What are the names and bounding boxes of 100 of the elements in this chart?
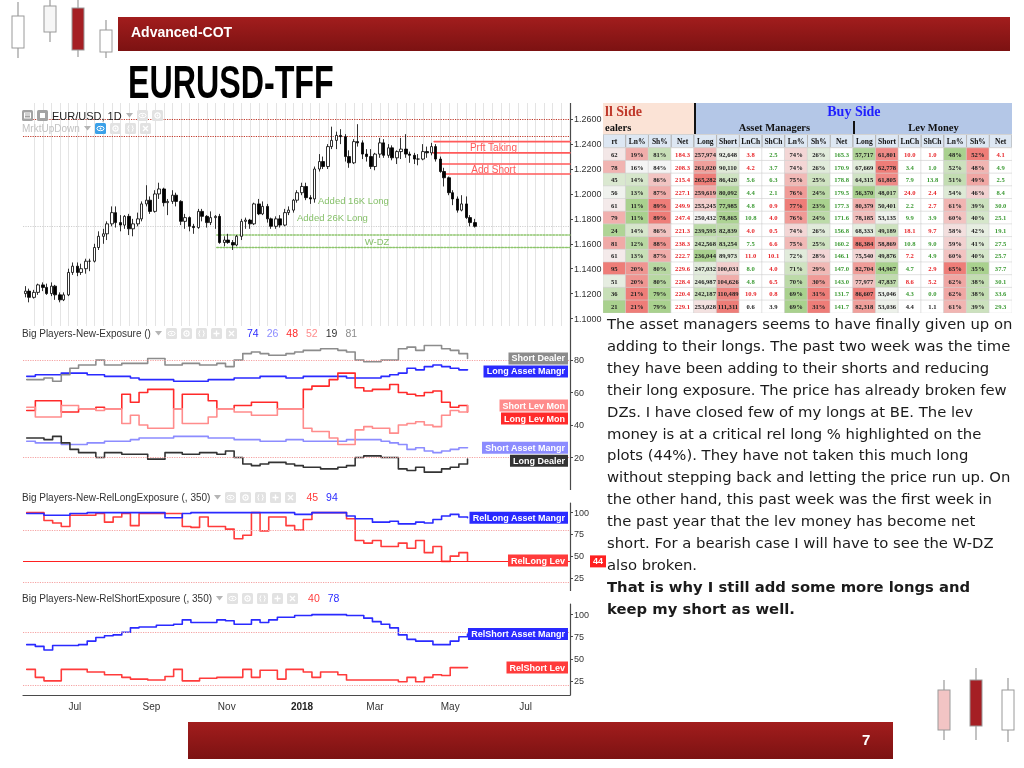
candlestick (88, 258, 91, 272)
candlestick (235, 234, 238, 247)
candlestick (339, 128, 342, 145)
text: Long Asset Mangr (486, 366, 566, 377)
chart-title: Big Players-New-RelShortExposure (, 350) (22, 592, 213, 604)
y-tick-label: 1.1400 (574, 263, 602, 274)
candlestick (421, 143, 425, 161)
annotation: 48 (286, 327, 298, 339)
x-tick-label: Mar (366, 700, 385, 712)
annotation: EUR/USD, 1D (52, 109, 122, 122)
text: Lev Money (852, 121, 1012, 134)
text: The asset managers seems to have finally given up on adding to their longs. The past two week was the time they have been adding to their shorts and reducing their long exposure. The price has already broken few DZs. I have closed few of my longs at BE. The lev money is at a critical rel long % highlighted on the plots (44%). They have not taken this much long without stepping back and letting the price run up. On the other hand, this past week was the first week in the past year that the lev money has become net short. For a bearish case I will have to see the W-DZ also broken. (607, 315, 1013, 573)
candlestick (387, 143, 390, 159)
chart-title: Big Players-New-Exposure () (22, 327, 151, 339)
text: Short Dealer (511, 353, 566, 364)
candlestick (209, 210, 212, 226)
x-tick-label: 2018 (290, 700, 314, 712)
y-tick-label: 50 (574, 551, 585, 562)
candlestick (24, 285, 27, 298)
text: ealers (603, 121, 694, 134)
text: Asset Managers (693, 121, 853, 134)
annotation: Added 16K Long (318, 195, 389, 206)
y-tick-label: 1.2600 (574, 114, 602, 125)
chart-title: Big Players-New-RelLongExposure (, 350) (22, 491, 211, 503)
y-tick-label: 1.2200 (574, 164, 602, 175)
annotation: Add Short (471, 163, 516, 175)
candlestick (62, 291, 65, 302)
y-tick-label: 25 (574, 675, 585, 686)
text: ll Side (603, 103, 694, 121)
annotation: 74 (246, 327, 259, 339)
text: Long Dealer (512, 455, 566, 466)
candlestick (140, 201, 143, 222)
y-tick-label: 1.2400 (574, 139, 602, 150)
text: 7 (862, 731, 871, 749)
y-tick-label: 50 (574, 653, 585, 664)
candlestick (425, 146, 429, 159)
candlestick (318, 153, 321, 172)
candlestick (361, 139, 364, 160)
annotation: Prft Taking (469, 142, 517, 154)
y-tick-label: 60 (574, 387, 585, 398)
y-tick-label: 100 (574, 609, 590, 620)
y-tick-label: 20 (574, 452, 585, 463)
candlestick (313, 166, 316, 204)
annotation: 52 (306, 327, 318, 339)
series-label: Short Asset Mangr (485, 442, 566, 453)
candlestick (76, 262, 79, 277)
ref-line-label: 44 (593, 556, 604, 567)
text: Buy Side (693, 103, 1012, 121)
y-tick-label: 1.1600 (574, 238, 602, 249)
text: Long Lev Mon (504, 413, 565, 424)
annotation: W-DZ (364, 236, 390, 247)
candlestick (369, 148, 373, 170)
y-tick-label: 75 (574, 631, 585, 642)
candlestick (434, 143, 437, 162)
annotation: 94 (326, 491, 338, 503)
text: Short Lev Mon (502, 400, 565, 411)
annotation: Added 26K Long (297, 211, 368, 223)
annotation: 19 (325, 327, 338, 339)
series-label: RelShort Asset Mangr (471, 629, 566, 640)
series-label: RelLong Asset Mangr (472, 512, 566, 523)
chart-subtitle: EURUSD-TFF (128, 56, 334, 108)
candlestick (261, 201, 264, 216)
annotation: 45 (306, 491, 319, 503)
x-tick-label: May (440, 700, 460, 712)
x-tick-label: Jul (68, 700, 82, 712)
candlestick (114, 206, 117, 228)
y-tick-label: 1.1000 (574, 313, 602, 324)
y-tick-label: 1.1800 (574, 213, 602, 224)
annotation: 26 (266, 327, 279, 339)
candlestick (45, 283, 48, 296)
candlestick (127, 213, 131, 236)
chart-title: Advanced-COT (131, 24, 233, 42)
y-tick-label: 75 (574, 529, 585, 540)
candlestick (50, 282, 53, 297)
candlestick (382, 138, 385, 159)
y-tick-label: 25 (574, 572, 585, 583)
candlestick (223, 235, 226, 247)
annotation: 81 (345, 327, 358, 339)
candlestick (456, 196, 459, 214)
candlestick (460, 194, 463, 212)
text: RelShort Lev (509, 662, 565, 673)
x-tick-label: Jul (519, 700, 532, 712)
y-tick-label: 80 (574, 355, 585, 366)
y-tick-label: 1.1200 (574, 288, 602, 299)
y-tick-label: 100 (574, 507, 590, 518)
annotation: MrktUpDown (22, 123, 80, 134)
x-tick-label: Nov (217, 700, 236, 712)
candlestick (171, 189, 174, 205)
candlestick (335, 131, 338, 150)
candlestick (413, 152, 416, 165)
y-tick-label: 40 (574, 420, 585, 431)
text: That is why I still add some more longs and keep my short as well. (607, 576, 972, 619)
x-tick-label: Sep (142, 700, 161, 712)
y-tick-label: 1.2000 (574, 188, 602, 199)
candlestick (240, 218, 243, 241)
candlestick (119, 214, 122, 232)
annotation: 78 (327, 592, 340, 604)
candlestick (197, 208, 200, 230)
candlestick (304, 182, 308, 201)
text: RelLong Lev (510, 555, 565, 566)
